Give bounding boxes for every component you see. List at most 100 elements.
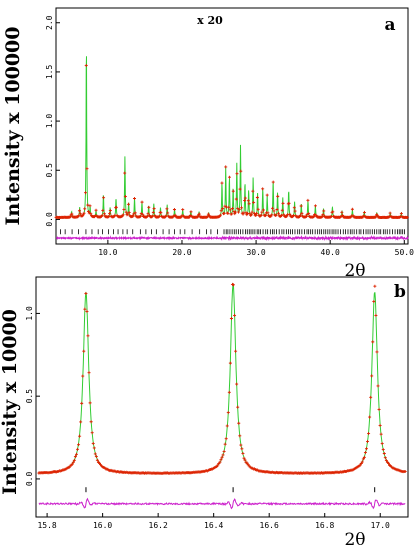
observed-point [287, 201, 291, 205]
observed-point [86, 203, 90, 207]
observed-point [233, 212, 237, 216]
observed-point [264, 213, 268, 217]
observed-point [276, 211, 280, 215]
observed-point [165, 207, 169, 211]
observed-point [247, 202, 251, 206]
observed-point [90, 431, 94, 435]
observed-point [139, 212, 143, 216]
observed-point [82, 349, 86, 353]
observed-point [250, 210, 254, 214]
observed-point [366, 439, 370, 443]
y-tick-label: 1.0 [25, 306, 34, 321]
observed-point [218, 460, 222, 464]
observed-point [305, 213, 309, 217]
observed-point [248, 212, 252, 216]
observed-point [70, 462, 74, 466]
observed-point [98, 461, 102, 465]
observed-point [88, 204, 92, 208]
observed-point [233, 313, 237, 317]
observed-point [81, 213, 85, 217]
observed-point [378, 423, 382, 427]
observed-point [77, 209, 81, 213]
observed-point [70, 212, 74, 216]
panel-a-y-ticks: 0.0 0.5 1.0 1.5 2.0 [45, 15, 60, 227]
observed-point [251, 189, 255, 193]
observed-point [221, 453, 225, 457]
observed-point [188, 214, 192, 218]
observed-point [189, 210, 193, 214]
observed-point [255, 211, 259, 215]
panel-b-reflections [85, 487, 376, 493]
observed-point [94, 208, 98, 212]
observed-point [230, 212, 234, 216]
observed-point [300, 211, 304, 215]
observed-point [133, 211, 137, 215]
x-tick-label: 30.0 [246, 248, 265, 257]
observed-point [83, 191, 87, 195]
observed-point [362, 210, 366, 214]
observed-point [88, 401, 92, 405]
observed-point [244, 211, 248, 215]
observed-point [220, 181, 224, 185]
observed-point [228, 208, 232, 212]
y-tick-label: 1.5 [45, 65, 54, 80]
observed-point [299, 204, 303, 208]
observed-point [229, 317, 233, 321]
observed-point [127, 211, 131, 215]
observed-point [228, 361, 232, 365]
panel-b-y-ticks: 0.0 0.5 1.0 [25, 306, 40, 486]
observed-point [375, 350, 379, 354]
observed-point [243, 196, 247, 200]
observed-point [79, 420, 83, 424]
observed-point [101, 209, 105, 213]
y-tick-label: 0.5 [45, 163, 54, 178]
observed-point [226, 211, 230, 215]
y-tick-label: 0.0 [25, 472, 34, 487]
observed-point [93, 452, 97, 456]
observed-point [83, 307, 87, 311]
observed-point [313, 204, 317, 208]
panel-b-label: b [394, 282, 406, 302]
observed-point [145, 214, 149, 218]
panel-a: 0.0 0.5 1.0 1.5 2.0 10.0 20.0 30.0 40.0 50.0 x 2… [2, 7, 414, 281]
panel-b-difference [38, 497, 406, 510]
observed-point [92, 446, 96, 450]
observed-point [350, 207, 354, 211]
observed-point [221, 207, 225, 211]
observed-point [256, 207, 260, 211]
observed-point [249, 213, 253, 217]
panel-b-ylabel: Intensity x 10000 [0, 309, 21, 495]
panel-b-observed [37, 282, 407, 475]
observed-point [369, 395, 373, 399]
observed-point [152, 207, 156, 211]
observed-point [181, 208, 185, 212]
x-tick-label: 16.8 [315, 521, 334, 530]
panel-a-observed [54, 63, 409, 219]
observed-point [140, 200, 144, 204]
observed-point [108, 211, 112, 215]
observed-point [275, 207, 279, 211]
observed-point [85, 309, 89, 313]
observed-point [147, 205, 151, 209]
panel-b-calculated [38, 283, 406, 474]
observed-point [237, 421, 241, 425]
observed-point [243, 458, 247, 462]
observed-point [405, 215, 409, 219]
observed-point [368, 415, 372, 419]
x-tick-label: 16.0 [93, 521, 112, 530]
observed-point [124, 210, 128, 214]
observed-point [146, 212, 150, 216]
observed-point [252, 200, 256, 204]
observed-point [246, 199, 250, 203]
observed-point [235, 382, 239, 386]
observed-point [254, 213, 258, 217]
panel-b: 0.0 0.5 1.0 15.8 16.0 16.2 16.4 16.6 16.8 17.0 b… [0, 276, 409, 550]
panel-a-label: a [384, 15, 395, 35]
observed-point [95, 458, 99, 462]
observed-point [362, 455, 366, 459]
observed-point [89, 212, 93, 216]
observed-point [276, 194, 280, 198]
observed-point [219, 458, 223, 462]
observed-point [232, 210, 236, 214]
observed-point [281, 201, 285, 205]
